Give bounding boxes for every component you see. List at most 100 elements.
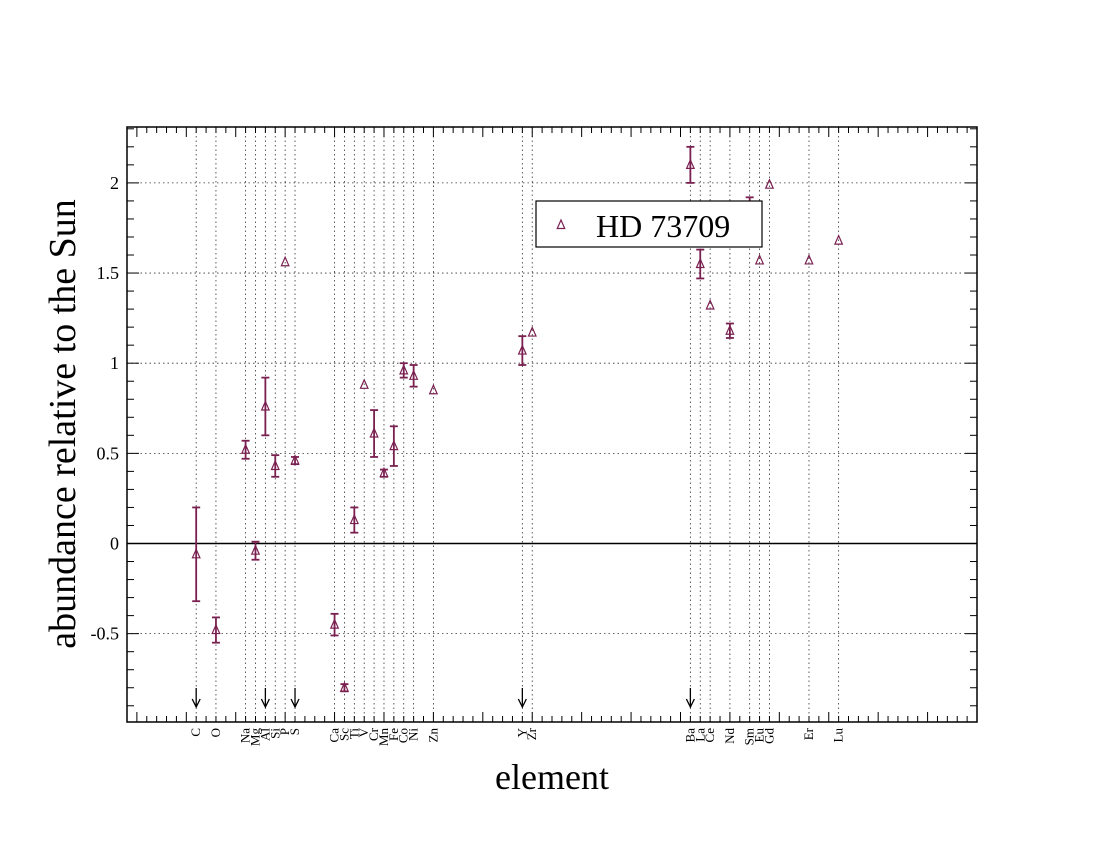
- data-point: [369, 409, 379, 458]
- element-label: Zn: [425, 728, 440, 743]
- triangle-marker: [556, 218, 566, 230]
- data-point: [379, 466, 389, 478]
- triangle-marker: [517, 344, 528, 355]
- triangle-marker: [191, 547, 201, 559]
- data-point: [359, 378, 369, 389]
- arrow-head: [685, 698, 695, 709]
- arrow-head: [517, 698, 527, 709]
- element-label: Eu: [752, 728, 767, 743]
- triangle-marker: [754, 253, 765, 265]
- element-label: Sc: [336, 728, 351, 741]
- triangle-marker: [369, 427, 379, 438]
- data-point: [408, 364, 419, 388]
- element-label: Ni: [406, 728, 421, 741]
- data-point: [191, 506, 201, 603]
- axis-ticks: [126, 127, 978, 722]
- element-label: P: [277, 728, 292, 735]
- element-label: Er: [801, 727, 816, 740]
- triangle-marker: [725, 324, 735, 335]
- triangle-marker: [764, 178, 775, 189]
- element-label: Zr: [524, 727, 539, 740]
- data-point: [329, 612, 340, 637]
- triangle-marker: [695, 257, 705, 269]
- element-label: La: [692, 728, 707, 742]
- triangle-marker: [349, 513, 359, 525]
- y-tick-label: 1.5: [97, 263, 120, 283]
- data-point: [260, 376, 271, 437]
- data-point: [290, 454, 300, 466]
- triangle-marker: [428, 383, 439, 395]
- data-point: [695, 248, 705, 280]
- triangle-marker: [379, 466, 389, 478]
- data-point: [339, 681, 350, 693]
- upper-limit-arrow: [191, 688, 201, 709]
- data-point: [685, 145, 696, 184]
- data-point: [399, 362, 409, 379]
- triangle-marker: [359, 378, 369, 389]
- triangle-marker: [250, 544, 261, 555]
- legend: HD 73709: [535, 200, 763, 248]
- element-label: C: [188, 728, 203, 737]
- upper-limit-arrow: [290, 688, 300, 709]
- data-point: [705, 299, 715, 310]
- triangle-marker: [527, 326, 537, 337]
- element-label: Co: [396, 728, 411, 743]
- element-label: S: [287, 728, 302, 735]
- data-point: [833, 234, 844, 245]
- data-point: [725, 322, 735, 339]
- data-point: [211, 616, 221, 644]
- arrow-head: [260, 698, 270, 709]
- arrow-head: [191, 698, 201, 709]
- triangle-marker: [260, 399, 271, 411]
- upper-limit-arrows: [191, 688, 695, 709]
- triangle-marker: [389, 439, 399, 451]
- y-tick-label: 1: [110, 353, 119, 373]
- triangle-marker: [211, 623, 221, 635]
- y-tick-label: 2: [110, 173, 119, 193]
- element-label: Ba: [682, 728, 697, 743]
- triangle-marker: [329, 618, 340, 629]
- element-label: Si: [267, 728, 282, 739]
- element-label: Cr: [366, 727, 381, 741]
- legend-box: [535, 200, 763, 248]
- element-label: V: [356, 727, 371, 737]
- y-axis-title: abundance relative to the Sun: [42, 199, 84, 649]
- element-label: Ca: [327, 728, 342, 743]
- data-point: [754, 253, 765, 265]
- element-label: O: [208, 728, 223, 737]
- triangle-marker: [290, 454, 300, 465]
- arrow-head: [290, 698, 300, 709]
- element-label: Mn: [376, 728, 391, 747]
- triangle-marker: [339, 681, 350, 692]
- y-tick-label: 0: [110, 534, 119, 554]
- upper-limit-arrow: [260, 688, 270, 709]
- data-point: [389, 425, 399, 467]
- data-point: [250, 540, 261, 561]
- legend-marker: [556, 218, 566, 230]
- plot-frame: [126, 126, 978, 723]
- element-label: Fe: [386, 728, 401, 741]
- data-point: [527, 326, 537, 337]
- triangle-marker: [270, 459, 280, 471]
- triangle-marker: [240, 443, 251, 454]
- element-label: Na: [238, 728, 253, 743]
- triangle-marker: [280, 255, 290, 267]
- data-point: [240, 439, 251, 460]
- triangle-marker: [408, 369, 419, 380]
- triangle-marker: [399, 363, 409, 375]
- triangle-marker: [705, 299, 715, 310]
- y-tick-label: -0.5: [91, 624, 120, 644]
- data-point: [428, 383, 439, 395]
- data-point: [764, 178, 775, 189]
- data-point: [804, 253, 814, 265]
- legend-label: HD 73709: [596, 208, 730, 244]
- y-tick-label: 0.5: [97, 443, 120, 463]
- element-label: Ce: [702, 728, 717, 743]
- triangle-marker: [685, 158, 696, 169]
- element-label: Y: [514, 727, 529, 737]
- element-label: Mg: [247, 728, 262, 747]
- element-label: Sm: [742, 728, 757, 745]
- element-label: Gd: [761, 728, 776, 744]
- data-point: [517, 335, 528, 366]
